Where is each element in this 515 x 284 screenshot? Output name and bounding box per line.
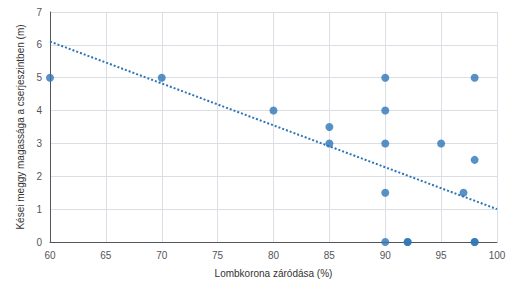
svg-text:60: 60: [44, 250, 56, 261]
svg-text:1: 1: [36, 204, 42, 215]
svg-text:95: 95: [436, 250, 448, 261]
svg-text:5: 5: [36, 72, 42, 83]
svg-text:Kései meggy magassága a cserje: Kései meggy magassága a cserjeszintben (…: [15, 24, 26, 229]
svg-text:65: 65: [100, 250, 112, 261]
svg-text:75: 75: [212, 250, 224, 261]
svg-text:0: 0: [36, 237, 42, 248]
svg-text:80: 80: [268, 250, 280, 261]
svg-text:90: 90: [380, 250, 392, 261]
svg-text:2: 2: [36, 171, 42, 182]
svg-text:4: 4: [36, 105, 42, 116]
svg-text:6: 6: [36, 39, 42, 50]
svg-text:70: 70: [156, 250, 168, 261]
svg-text:100: 100: [489, 250, 506, 261]
svg-text:3: 3: [36, 138, 42, 149]
svg-text:7: 7: [36, 7, 42, 18]
svg-text:85: 85: [324, 250, 336, 261]
svg-text:Lombkorona záródása (%): Lombkorona záródása (%): [215, 268, 333, 279]
